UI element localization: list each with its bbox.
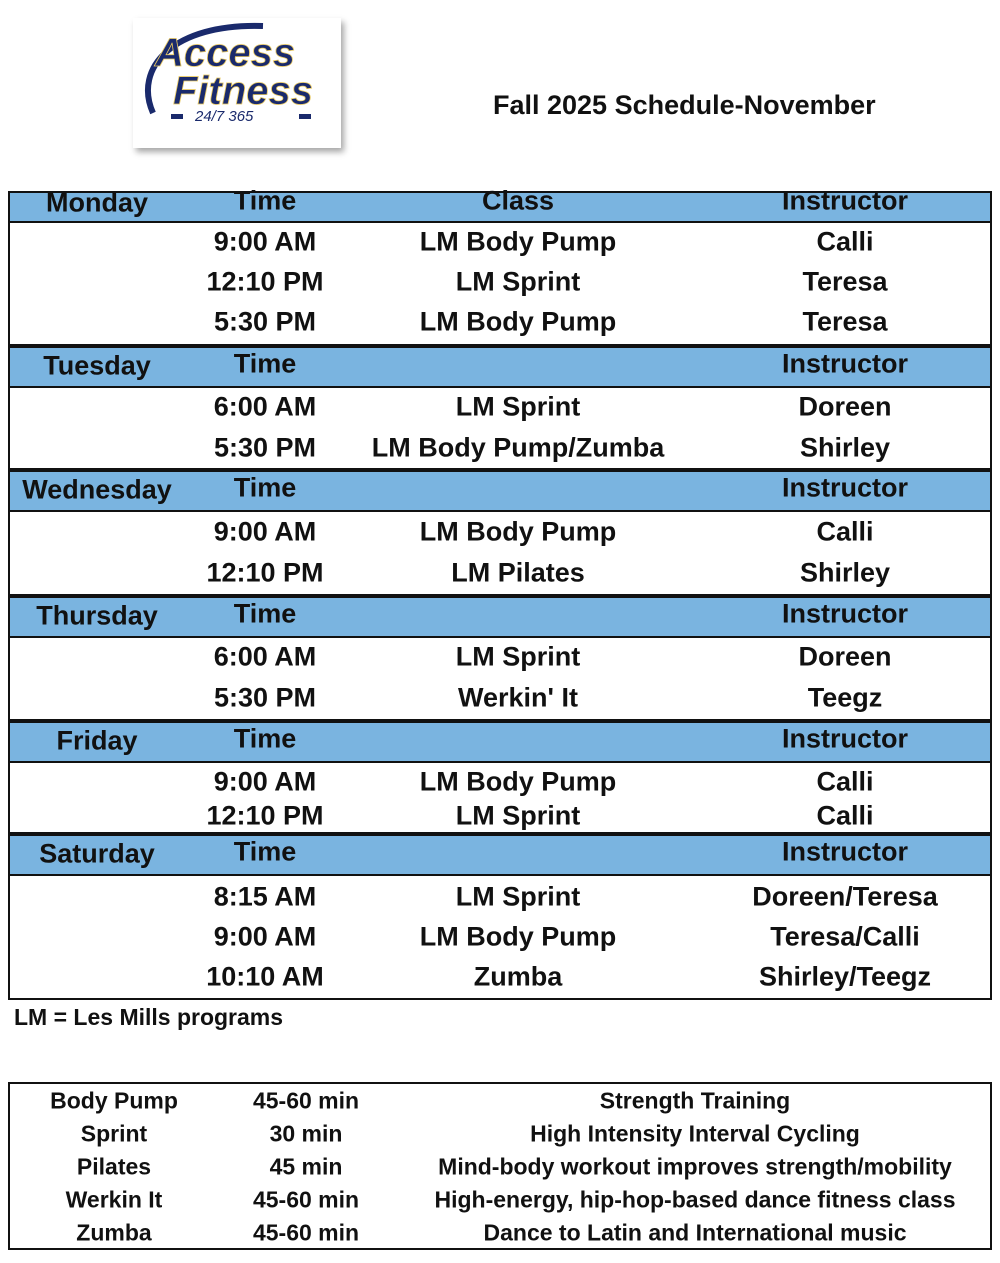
session-class: LM Body Pump xyxy=(419,766,617,797)
svg-text:24/7 365: 24/7 365 xyxy=(194,108,254,125)
program-description: Mind-body workout improves strength/mobi… xyxy=(438,1153,952,1180)
session-instructor: Calli xyxy=(816,226,874,257)
instructor-header: Instructor xyxy=(781,472,909,503)
day-sessions-box xyxy=(8,386,992,470)
session-time: 12:10 PM xyxy=(206,557,324,588)
day-label: Wednesday xyxy=(22,474,172,505)
session-class: Werkin' It xyxy=(458,682,578,713)
time-header: Time xyxy=(233,598,297,629)
program-name: Sprint xyxy=(80,1120,148,1147)
session-instructor: Calli xyxy=(816,800,874,831)
day-sessions-box xyxy=(8,874,992,1000)
session-instructor: Doreen/Teresa xyxy=(752,881,938,912)
instructor-header: Instructor xyxy=(781,185,909,216)
program-name: Body Pump xyxy=(50,1087,178,1114)
day-header-wednesday xyxy=(8,470,992,512)
session-class: LM Sprint xyxy=(455,641,581,672)
page-title: Fall 2025 Schedule-November xyxy=(493,90,876,120)
session-instructor: Teresa xyxy=(802,306,888,337)
session-time: 8:15 AM xyxy=(213,881,317,912)
program-duration: 45 min xyxy=(269,1153,343,1180)
day-header-friday xyxy=(8,721,992,763)
program-name: Pilates xyxy=(76,1153,152,1180)
day-sessions-box xyxy=(8,221,992,346)
session-time: 12:10 PM xyxy=(206,800,324,831)
session-instructor: Shirley/Teegz xyxy=(758,961,932,992)
svg-text:Access: Access xyxy=(154,31,295,75)
day-label: Monday xyxy=(45,187,149,218)
day-label: Tuesday xyxy=(43,350,151,381)
session-time: 9:00 AM xyxy=(213,766,317,797)
session-class: LM Body Pump xyxy=(419,516,617,547)
session-instructor: Calli xyxy=(816,516,874,547)
day-header-saturday xyxy=(8,834,992,876)
session-time: 6:00 AM xyxy=(213,391,317,422)
session-instructor: Shirley xyxy=(799,557,891,588)
session-instructor: Teegz xyxy=(807,682,883,713)
program-duration: 45-60 min xyxy=(252,1087,360,1114)
program-name: Werkin It xyxy=(65,1186,163,1213)
session-instructor: Doreen xyxy=(798,391,892,422)
day-header-tuesday xyxy=(8,346,992,388)
program-description: High Intensity Interval Cycling xyxy=(530,1120,860,1147)
day-sessions-box xyxy=(8,636,992,721)
session-time: 6:00 AM xyxy=(213,641,317,672)
session-time: 5:30 PM xyxy=(213,306,317,337)
session-time: 5:30 PM xyxy=(213,682,317,713)
session-instructor: Shirley xyxy=(799,432,891,463)
program-name: Zumba xyxy=(76,1219,152,1246)
session-class: LM Sprint xyxy=(455,800,581,831)
session-instructor: Calli xyxy=(816,766,874,797)
time-header: Time xyxy=(233,836,297,867)
instructor-header: Instructor xyxy=(781,348,909,379)
session-class: Zumba xyxy=(473,961,563,992)
program-duration: 30 min xyxy=(269,1120,343,1147)
program-duration: 45-60 min xyxy=(252,1219,360,1246)
time-header: Time xyxy=(233,723,297,754)
session-time: 9:00 AM xyxy=(213,226,317,257)
session-class: LM Sprint xyxy=(455,391,581,422)
class-header: Class xyxy=(481,185,555,216)
program-description: Strength Training xyxy=(599,1087,791,1114)
session-instructor: Teresa/Calli xyxy=(770,921,920,952)
session-instructor: Doreen xyxy=(798,641,892,672)
session-class: LM Pilates xyxy=(451,557,585,588)
program-description: Dance to Latin and International music xyxy=(483,1219,907,1246)
day-label: Thursday xyxy=(36,600,158,631)
day-sessions-box xyxy=(8,510,992,596)
day-header-thursday xyxy=(8,596,992,638)
session-class: LM Sprint xyxy=(455,266,581,297)
program-description: High-energy, hip-hop-based dance fitness… xyxy=(434,1186,956,1213)
session-instructor: Teresa xyxy=(802,266,888,297)
program-descriptions-table: Body Pump 45-60 min Strength Training Sprin… xyxy=(8,1082,992,1250)
instructor-header: Instructor xyxy=(781,598,909,629)
session-class: LM Body Pump/Zumba xyxy=(371,432,665,463)
time-header: Time xyxy=(233,472,297,503)
day-sessions-box xyxy=(8,761,992,834)
session-time: 10:10 AM xyxy=(206,961,324,992)
session-time: 5:30 PM xyxy=(213,432,317,463)
access-fitness-logo: Access Fitness 24/7 365 xyxy=(133,18,341,148)
day-header-monday xyxy=(8,191,992,223)
session-class: LM Body Pump xyxy=(419,226,617,257)
svg-text:Fitness: Fitness xyxy=(173,69,313,113)
instructor-header: Instructor xyxy=(781,723,909,754)
program-duration: 45-60 min xyxy=(252,1186,360,1213)
session-class: LM Sprint xyxy=(455,881,581,912)
session-time: 9:00 AM xyxy=(213,516,317,547)
session-time: 12:10 PM xyxy=(206,266,324,297)
session-class: LM Body Pump xyxy=(419,306,617,337)
day-label: Saturday xyxy=(39,838,155,869)
session-class: LM Body Pump xyxy=(419,921,617,952)
instructor-header: Instructor xyxy=(781,836,909,867)
time-header: Time xyxy=(233,185,297,216)
footnote: LM = Les Mills programs xyxy=(14,1004,284,1030)
day-label: Friday xyxy=(56,725,138,756)
session-time: 9:00 AM xyxy=(213,921,317,952)
time-header: Time xyxy=(233,348,297,379)
